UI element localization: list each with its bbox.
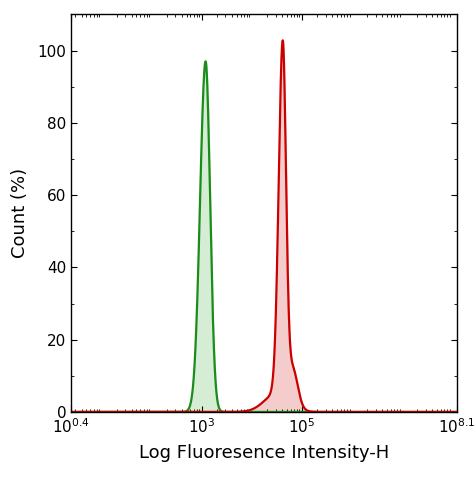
Y-axis label: Count (%): Count (%): [11, 168, 30, 258]
X-axis label: Log Fluoresence Intensity-H: Log Fluoresence Intensity-H: [139, 444, 389, 462]
